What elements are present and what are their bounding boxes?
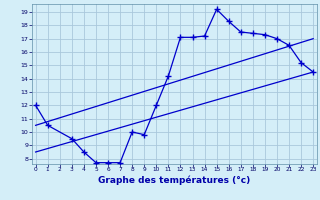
X-axis label: Graphe des températures (°c): Graphe des températures (°c): [98, 175, 251, 185]
